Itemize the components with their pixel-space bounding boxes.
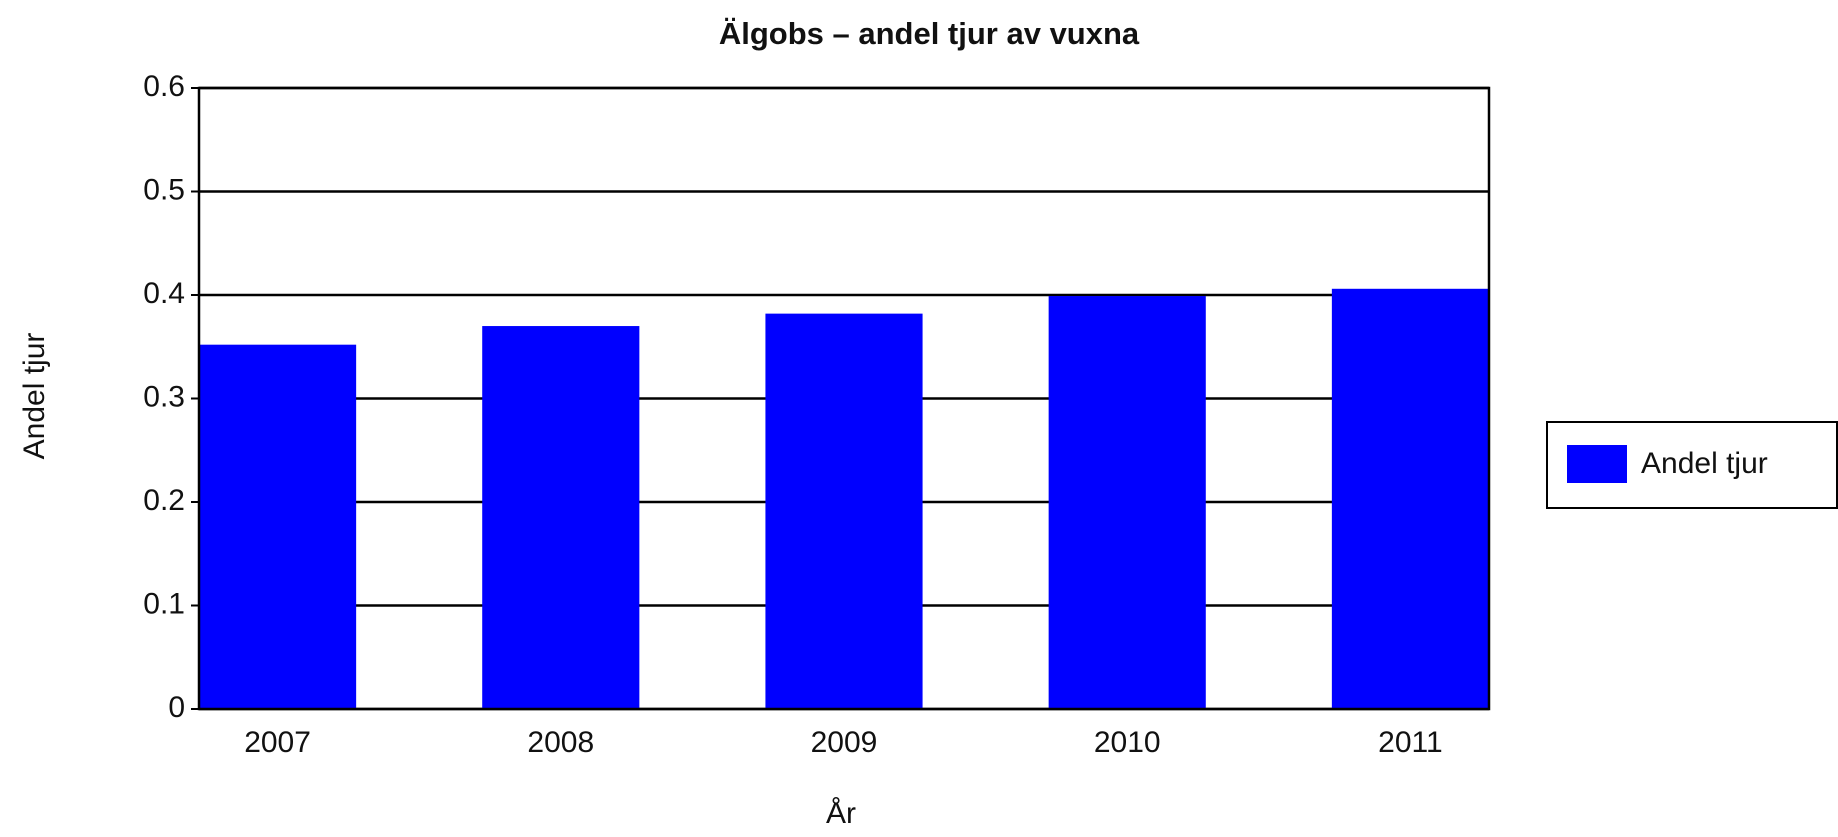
bar	[1048, 296, 1206, 709]
x-tick-label: 2011	[1378, 726, 1443, 759]
y-tick-label: 0	[168, 691, 185, 724]
y-tick-label: 0.5	[143, 173, 185, 206]
y-tick-label: 0.2	[143, 484, 185, 517]
bar	[199, 344, 357, 709]
bar	[1331, 288, 1489, 709]
y-tick-label: 0.3	[143, 380, 185, 413]
plot-frame	[197, 86, 1491, 711]
legend-label: Andel tjur	[1641, 447, 1768, 480]
y-axis-label: Andel tjur	[18, 333, 51, 460]
x-tick-label: 2010	[1094, 726, 1161, 759]
bar	[765, 313, 923, 709]
y-tick-label: 0.4	[143, 277, 185, 310]
y-tick-label: 0.6	[143, 70, 185, 103]
legend-swatch	[1567, 445, 1627, 483]
x-tick-label: 2007	[244, 726, 311, 759]
x-tick-label: 2008	[527, 726, 594, 759]
x-axis-label: År	[826, 797, 856, 830]
y-tick-label: 0.1	[143, 587, 185, 620]
chart-title: Älgobs – andel tjur av vuxna	[719, 16, 1140, 51]
bar	[482, 326, 640, 709]
x-tick-label: 2009	[811, 726, 878, 759]
